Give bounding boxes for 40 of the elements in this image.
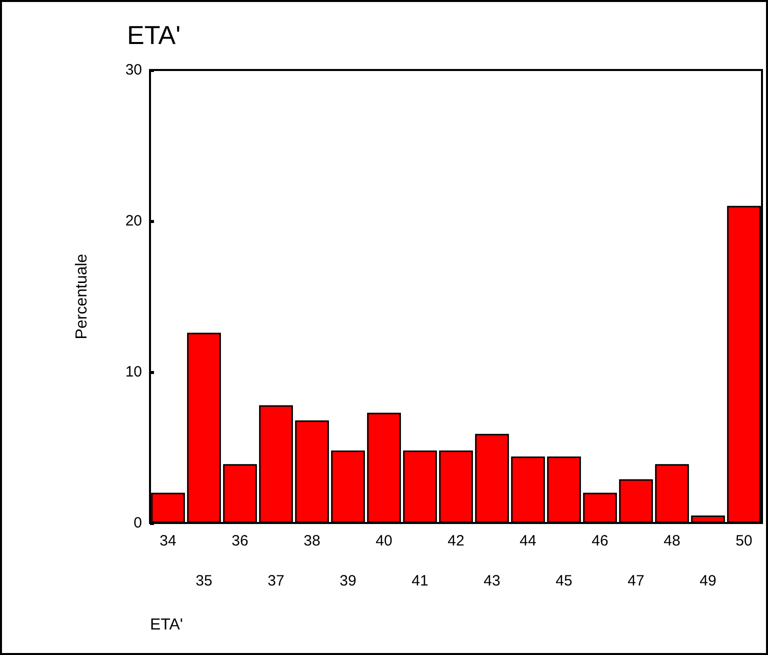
x-tick-label: 48 bbox=[664, 532, 680, 550]
chart-title: ETA' bbox=[127, 20, 181, 50]
bar bbox=[511, 456, 545, 523]
x-tick-label: 47 bbox=[628, 572, 644, 590]
x-tick-label: 38 bbox=[304, 532, 320, 550]
bar bbox=[619, 479, 653, 523]
x-tick-label: 39 bbox=[340, 572, 356, 590]
bar bbox=[403, 450, 437, 523]
x-tick-label: 40 bbox=[376, 532, 392, 550]
x-tick-label: 49 bbox=[700, 572, 716, 590]
x-tick-label: 45 bbox=[556, 572, 572, 590]
x-tick-label: 36 bbox=[232, 532, 248, 550]
y-tick-label: 10 bbox=[125, 364, 142, 380]
bar bbox=[331, 450, 365, 523]
x-tick-label: 50 bbox=[736, 532, 752, 550]
y-tick-label: 30 bbox=[125, 62, 142, 78]
y-tick-label: 0 bbox=[134, 514, 142, 532]
bar bbox=[295, 420, 329, 523]
x-tick-label: 46 bbox=[592, 532, 608, 550]
x-tick-label: 43 bbox=[484, 572, 500, 590]
bar bbox=[187, 332, 221, 523]
x-tick-label: 42 bbox=[448, 532, 464, 550]
x-tick-label: 41 bbox=[412, 572, 428, 590]
bar bbox=[367, 412, 401, 523]
x-tick-label: 44 bbox=[520, 532, 536, 550]
y-tick-label: 20 bbox=[125, 212, 142, 230]
x-tick-label: 35 bbox=[196, 572, 212, 590]
bar bbox=[151, 492, 185, 523]
bar bbox=[475, 434, 509, 523]
bar bbox=[583, 492, 617, 523]
bar bbox=[439, 450, 473, 523]
bar bbox=[655, 464, 689, 523]
x-axis-title: ETA' bbox=[150, 616, 183, 634]
bar bbox=[547, 456, 581, 523]
y-axis-title: Percentuale bbox=[74, 254, 90, 340]
bar bbox=[223, 464, 257, 523]
bar bbox=[691, 515, 725, 523]
x-tick-label: 37 bbox=[268, 572, 284, 590]
x-tick-label: 34 bbox=[160, 532, 176, 550]
bar bbox=[259, 405, 293, 523]
